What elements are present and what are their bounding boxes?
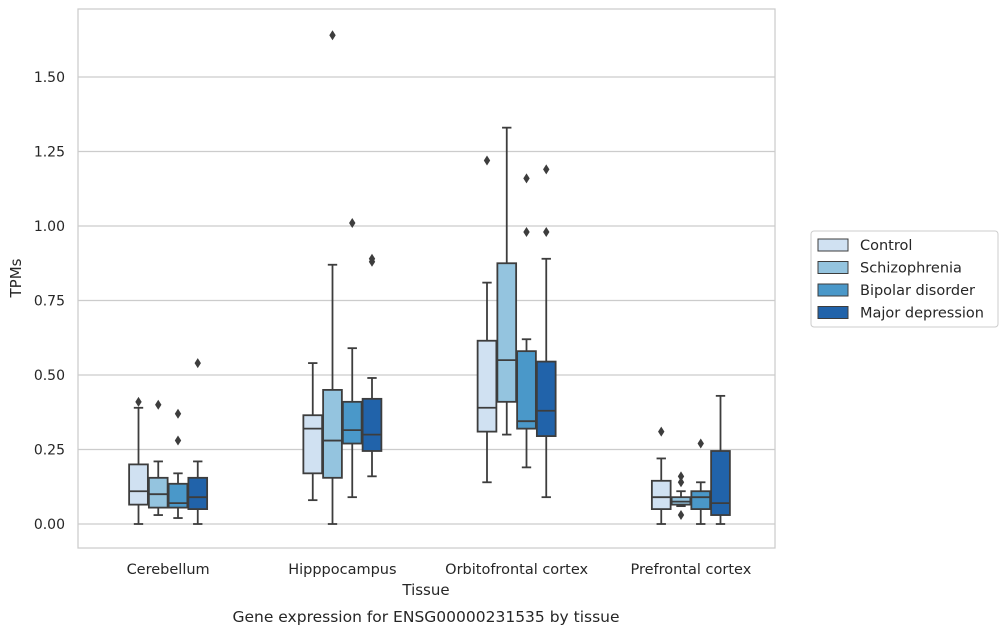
box-control [302,362,324,502]
outlier-point [174,435,182,446]
y-tick-label: 0.00 [34,517,65,533]
outlier-point [329,30,336,41]
legend-label: Bipolar disorder [860,283,975,299]
legend-swatch [817,306,849,319]
outlier-point [483,155,491,166]
x-tick-label: Prefrontal cortex [630,562,751,578]
box-iqr [341,400,363,445]
box-major-depression [187,358,209,525]
box-iqr [476,339,498,433]
y-tick-label: 1.50 [34,70,65,86]
legend-label: Control [860,238,912,254]
box-iqr [650,479,672,511]
outlier-point [194,358,201,369]
plot-area [78,9,775,548]
outlier-point [135,396,142,407]
box-schizophrenia [322,30,343,525]
y-tick-label: 1.00 [34,219,65,235]
figure-caption: Gene expression for ENSG00000231535 by t… [232,608,619,626]
x-tick-labels: Cerebellum Hipppocampus Orbitofrontal cort… [127,562,752,578]
gridlines [78,76,775,525]
x-tick-label: Orbitofrontal cortex [445,562,588,578]
box-bipolar-disorder [341,218,363,499]
box-control [650,426,672,525]
outlier-point [523,226,530,237]
box-iqr [516,350,537,430]
outlier-point [677,477,685,488]
outlier-point [155,399,162,410]
outlier-point [543,164,550,175]
box-iqr [710,450,731,516]
box-iqr [167,482,189,509]
box-iqr [302,414,324,475]
box-iqr [147,476,169,509]
outlier-point [677,510,685,521]
box-schizophrenia [496,126,518,436]
x-tick-label: Cerebellum [127,562,210,578]
box-major-depression [710,394,731,525]
y-tick-label: 0.75 [34,294,65,310]
box-control [476,155,498,484]
box-series [128,30,731,525]
box-iqr [535,360,557,437]
x-axis-label: Tissue [401,581,449,599]
outlier-point [174,408,182,419]
box-iqr [128,463,149,506]
outlier-point [677,471,685,482]
legend: Control Schizophrenia Bipolar disorder Majo… [810,230,999,328]
box-schizophrenia [147,399,169,516]
box-bipolar-disorder [167,408,189,519]
box-major-depression [535,164,557,499]
legend-label: Major depression [860,306,984,322]
box-control [128,396,149,525]
box-bipolar-disorder [690,438,712,525]
y-tick-labels: 0.00 0.25 0.50 0.75 1.00 1.25 1.50 [34,70,65,533]
box-iqr [690,490,712,511]
box-iqr [187,476,209,510]
box-iqr [361,397,383,452]
y-axis-label: TPMs [7,258,25,298]
y-tick-label: 0.25 [34,443,65,459]
legend-swatch [817,238,849,252]
y-tick-label: 0.50 [34,368,65,384]
legend-swatch [817,283,849,297]
outlier-point [349,218,356,229]
legend-frame [810,230,999,328]
outlier-point [658,426,665,437]
plot-frame [77,8,776,549]
legend-label: Schizophrenia [860,261,962,277]
outlier-point [368,253,376,264]
box-schizophrenia [670,471,692,521]
box-iqr [322,388,343,479]
outlier-point [697,438,704,449]
box-iqr [496,262,518,403]
legend-swatch [817,261,849,274]
box-bipolar-disorder [516,173,537,469]
box-major-depression [361,253,383,478]
outlier-point [523,173,530,184]
y-tick-label: 1.25 [34,145,65,161]
x-tick-label: Hipppocampus [288,562,396,578]
outlier-point [543,226,550,237]
